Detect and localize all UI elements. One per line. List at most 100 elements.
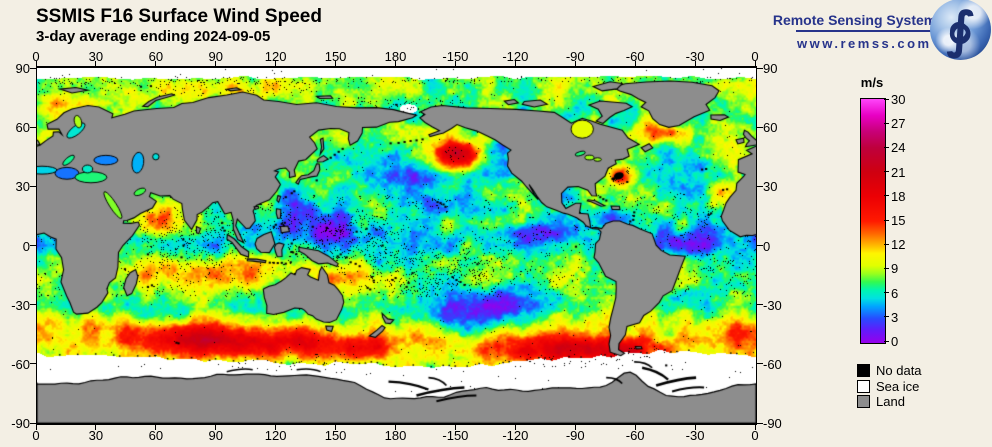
lon-label-top: 0 [751, 49, 759, 64]
lon-label-bottom: 90 [208, 428, 223, 443]
lon-tick-top [754, 61, 756, 66]
lon-tick-bottom [335, 425, 337, 430]
legend-swatch [857, 395, 870, 408]
colorbar-tick [884, 292, 889, 294]
colorbar-tick-label: 9 [891, 261, 899, 277]
lon-label-bottom: -30 [685, 428, 705, 443]
colorbar-tick-label: 18 [891, 188, 906, 204]
lat-tick-left [30, 363, 36, 365]
colorbar-tick [884, 316, 889, 318]
lat-label-left: 60 [15, 120, 30, 136]
lon-label-top: 30 [88, 49, 104, 64]
lon-tick-top [514, 61, 516, 66]
lon-label-top: -30 [685, 49, 705, 64]
lat-label-left: 30 [15, 179, 30, 195]
lat-label-left: -60 [11, 356, 30, 372]
lon-label-top: -120 [502, 49, 529, 64]
logo-underline [796, 30, 982, 32]
lon-tick-top [634, 61, 636, 66]
lon-tick-top [155, 61, 157, 66]
lat-tick-left [30, 185, 36, 187]
lon-label-top: 120 [264, 49, 287, 64]
lon-tick-top [335, 61, 337, 66]
lon-tick-bottom [634, 425, 636, 430]
colorbar-tick-label: 21 [891, 164, 906, 180]
colorbar-tick [884, 122, 889, 124]
lon-tick-bottom [155, 425, 157, 430]
lon-label-bottom: 180 [384, 428, 407, 443]
lon-tick-bottom [454, 425, 456, 430]
lat-label-left: -90 [11, 416, 30, 431]
legend-swatch [857, 379, 870, 393]
lon-tick-bottom [754, 425, 756, 430]
colorbar-tick [884, 243, 889, 245]
lon-tick-bottom [395, 425, 396, 430]
legend-label: Land [876, 394, 905, 409]
lat-tick-left [30, 304, 36, 306]
lon-tick-top [215, 61, 217, 66]
lon-tick-bottom [574, 425, 576, 430]
logo-url: www.remss.com [797, 36, 932, 51]
lat-label-left: -30 [11, 297, 30, 313]
colorbar-tick [884, 340, 889, 342]
colorbar-tick [884, 267, 889, 269]
colorbar-tick [884, 219, 889, 221]
lat-label-right: 90 [763, 61, 778, 76]
lat-tick-left [30, 245, 36, 246]
lat-label-right: -90 [763, 416, 782, 431]
lon-tick-bottom [275, 425, 277, 430]
lon-label-bottom: -120 [502, 428, 529, 443]
lon-tick-bottom [95, 425, 97, 430]
lat-tick-right [757, 245, 763, 246]
colorbar-tick-label: 12 [891, 237, 906, 253]
lat-label-right: -30 [763, 297, 782, 313]
lat-tick-left [30, 422, 36, 424]
page-subtitle: 3-day average ending 2024-09-05 [36, 28, 271, 45]
colorbar-unit-label: m/s [860, 75, 884, 90]
lon-label-top: 60 [148, 49, 164, 64]
crosshair-icon [950, 22, 968, 40]
lat-label-right: -60 [763, 356, 782, 372]
lat-tick-right [757, 304, 763, 306]
lon-label-bottom: 150 [324, 428, 347, 443]
page-title: SSMIS F16 Surface Wind Speed [36, 6, 322, 27]
colorbar-tick [884, 171, 889, 173]
world-wind-speed-map [36, 66, 757, 425]
legend-label: No data [876, 363, 922, 378]
lat-tick-left [30, 67, 36, 69]
lon-tick-bottom [35, 425, 37, 430]
logo-org-name: Remote Sensing Systems [772, 12, 944, 28]
lon-tick-top [35, 61, 37, 66]
lon-tick-top [574, 61, 576, 66]
lat-tick-right [757, 67, 763, 69]
colorbar-tick-label: 30 [891, 92, 906, 107]
lat-tick-right [757, 363, 763, 365]
lon-label-top: -150 [442, 49, 469, 64]
lon-tick-top [454, 61, 456, 66]
colorbar-tick-label: 24 [891, 140, 906, 156]
lat-tick-right [757, 126, 763, 128]
lon-label-bottom: -150 [442, 428, 469, 443]
lon-label-bottom: 0 [751, 428, 759, 443]
colorbar-tick-label: 3 [891, 309, 899, 325]
lon-tick-bottom [694, 425, 696, 430]
lon-label-top: 150 [324, 49, 347, 64]
colorbar [860, 98, 886, 344]
lon-label-bottom: 120 [264, 428, 287, 443]
colorbar-tick [884, 98, 889, 100]
lon-tick-top [95, 61, 97, 66]
lat-label-right: 60 [763, 120, 778, 136]
lon-label-top: -60 [625, 49, 645, 64]
lat-label-right: 30 [763, 179, 778, 195]
lat-label-left: 90 [15, 61, 30, 76]
colorbar-tick-label: 15 [891, 213, 906, 228]
lat-tick-left [30, 126, 36, 128]
lon-tick-bottom [215, 425, 217, 430]
lat-label-left: 0 [22, 238, 30, 254]
lon-label-bottom: -90 [565, 428, 585, 443]
colorbar-tick-label: 27 [891, 116, 906, 132]
lon-label-bottom: 60 [148, 428, 164, 443]
lon-tick-top [694, 61, 696, 66]
colorbar-tick-label: 6 [891, 285, 899, 301]
